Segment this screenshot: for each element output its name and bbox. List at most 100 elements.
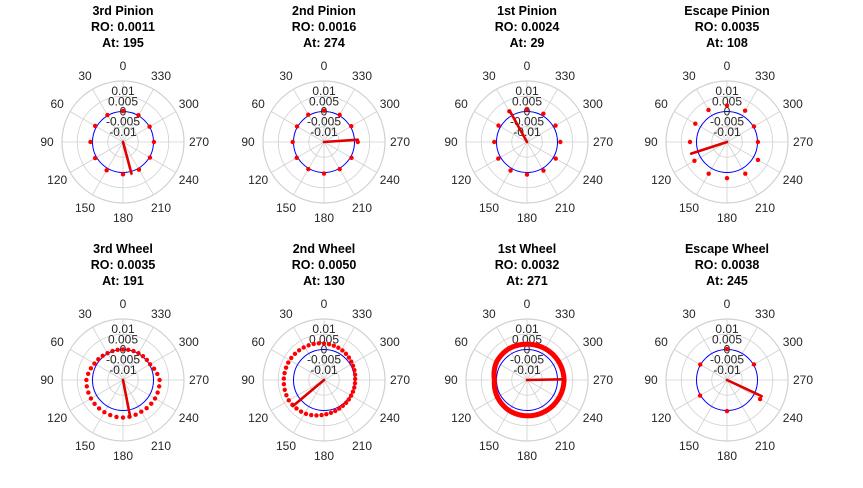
- angle-tick-label: 90: [241, 373, 255, 387]
- angle-tick-label: 120: [248, 411, 268, 425]
- measurement-point: [282, 387, 287, 392]
- panel-title-line: At: 130: [303, 274, 345, 288]
- measurement-point: [155, 390, 160, 395]
- angle-tick-label: 180: [717, 211, 737, 225]
- angle-tick-label: 330: [352, 307, 372, 321]
- angle-tick-label: 90: [40, 373, 54, 387]
- measurement-point: [352, 376, 358, 382]
- measurement-point: [326, 341, 332, 347]
- angle-tick-label: 300: [380, 97, 400, 111]
- polar-panel-2: 2nd Pinion RO: 0.0016 At: 274 0 30 60 90 120 150…: [241, 4, 410, 225]
- measurement-point: [352, 385, 357, 390]
- angle-tick-label: 210: [352, 439, 372, 453]
- radial-tick-label: -0.01: [109, 363, 137, 377]
- measurement-point: [757, 396, 763, 402]
- measurement-point: [724, 346, 730, 352]
- measurement-point: [346, 355, 352, 360]
- measurement-point: [104, 168, 109, 173]
- measurement-point: [751, 124, 757, 129]
- panel-title-line: Escape Pinion: [684, 4, 769, 18]
- polar-panel-1: 3rd Pinion RO: 0.0011 At: 195 0 30 60 90 120 150…: [40, 4, 209, 225]
- angle-tick-label: 90: [444, 373, 458, 387]
- angle-tick-label: 30: [482, 69, 496, 83]
- angle-tick-label: 60: [655, 335, 669, 349]
- measurement-point: [541, 168, 546, 173]
- measurement-point: [724, 103, 730, 108]
- measurement-point: [743, 171, 748, 176]
- angle-tick-label: 0: [321, 297, 328, 311]
- radial-tick-label: 0.01: [111, 84, 135, 98]
- radial-tick-label: 0.005: [309, 332, 339, 346]
- angle-tick-label: 90: [241, 135, 255, 149]
- angle-tick-label: 90: [40, 135, 54, 149]
- measurement-point: [692, 158, 697, 164]
- angle-tick-label: 180: [717, 449, 737, 463]
- radial-tick-label: -0.01: [513, 363, 541, 377]
- measurement-point: [492, 139, 497, 145]
- measurement-point: [292, 351, 298, 357]
- measurement-point: [301, 345, 306, 350]
- measurement-point: [96, 357, 101, 362]
- measurement-point: [321, 341, 327, 346]
- measurement-point: [131, 348, 136, 354]
- runout-line: [322, 138, 359, 144]
- angle-tick-label: 330: [755, 307, 775, 321]
- measurement-point: [144, 405, 149, 411]
- angle-tick-label: 120: [248, 173, 268, 187]
- radial-tick-label: 0.005: [108, 332, 138, 346]
- angle-tick-label: 180: [113, 449, 133, 463]
- polar-panel-4: Escape Pinion RO: 0.0035 At: 108 0 30 60 90 120…: [644, 4, 813, 225]
- measurement-point: [336, 406, 342, 411]
- measurement-point: [724, 408, 730, 414]
- panel-title-line: At: 274: [303, 36, 345, 50]
- angle-tick-label: 0: [120, 297, 127, 311]
- angle-tick-label: 0: [120, 59, 127, 73]
- angle-tick-label: 330: [555, 307, 575, 321]
- measurement-point: [281, 376, 287, 381]
- angle-tick-label: 120: [47, 173, 67, 187]
- angle-tick-label: 120: [451, 411, 471, 425]
- measurement-point: [319, 412, 324, 418]
- angle-tick-label: 30: [682, 69, 696, 83]
- angle-tick-label: 0: [724, 297, 731, 311]
- panel-title-line: RO: 0.0050: [292, 258, 357, 272]
- panel-title-line: RO: 0.0011: [91, 20, 155, 34]
- measurement-point: [350, 363, 356, 369]
- radial-tick-label: 0.005: [512, 94, 542, 108]
- measurement-point: [751, 362, 757, 367]
- angle-tick-label: 150: [276, 439, 296, 453]
- radial-tick-label: -0.005: [710, 115, 744, 129]
- angle-tick-label: 210: [555, 439, 575, 453]
- angle-tick-label: 30: [78, 69, 92, 83]
- runout-line: [725, 378, 763, 398]
- angle-tick-label: 270: [189, 373, 209, 387]
- measurement-point: [343, 351, 349, 357]
- measurement-point: [337, 112, 342, 118]
- radial-tick-label: 0: [724, 105, 731, 119]
- panel-title-line: 1st Wheel: [498, 242, 556, 256]
- measurement-point: [298, 409, 304, 414]
- panel-title-line: 3rd Wheel: [93, 242, 153, 256]
- measurement-point: [133, 412, 138, 417]
- measurement-point: [348, 393, 354, 398]
- measurement-point: [286, 398, 291, 403]
- panel-title-line: RO: 0.0032: [495, 258, 560, 272]
- angle-tick-label: 150: [479, 439, 499, 453]
- measurement-point: [321, 108, 327, 113]
- radial-tick-label: -0.005: [510, 353, 544, 367]
- measurement-point: [290, 139, 295, 145]
- measurement-point: [120, 415, 126, 420]
- angle-tick-label: 180: [517, 449, 537, 463]
- measurement-point: [328, 410, 334, 416]
- angle-tick-label: 300: [783, 335, 803, 349]
- angle-tick-label: 0: [524, 59, 531, 73]
- runout-line: [291, 378, 326, 408]
- radial-tick-label: 0.005: [712, 332, 742, 346]
- panel-title-line: At: 108: [706, 36, 748, 50]
- angle-tick-label: 180: [517, 211, 537, 225]
- measurement-point: [349, 359, 354, 364]
- panel-title-line: RO: 0.0038: [695, 258, 760, 272]
- angle-tick-label: 0: [321, 59, 328, 73]
- angle-tick-label: 270: [390, 373, 410, 387]
- measurement-point: [140, 354, 146, 359]
